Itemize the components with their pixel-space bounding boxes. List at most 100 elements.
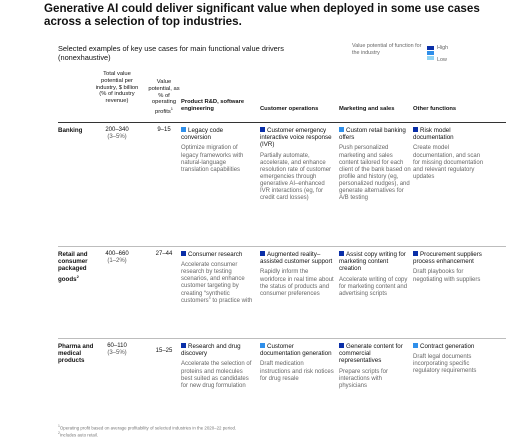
row-total-value: 400–660: [105, 251, 129, 257]
col-head-customer-ops: Customer operations: [260, 106, 330, 113]
cell-title-text: Consumer research: [188, 251, 243, 258]
row-op-banking: 9–15: [157, 127, 171, 133]
cell-title: Augmented reality–assisted customer supp…: [260, 251, 334, 265]
value-level-square: [413, 343, 418, 348]
row-label-retail: Retail and consumer packaged goods2: [58, 251, 96, 283]
page-subtitle: Selected examples of key use cases for m…: [58, 44, 284, 62]
cell-title-text: Generate content for commercial represen…: [339, 343, 403, 365]
footnote-marker: 2: [58, 430, 60, 435]
cell-body: Create model documentation, and scan for…: [413, 145, 484, 180]
cell-title: Consumer research: [181, 251, 253, 258]
value-level-square: [413, 127, 418, 132]
legend-low-label: Low: [437, 57, 447, 63]
footnote-2: 2Includes auto retail.: [58, 431, 498, 438]
cell-pharma-marketing: Generate content for commercial represen…: [339, 343, 411, 390]
cell-body: Partially automate, accelerate, and enha…: [260, 152, 332, 202]
legend-swatch-low: [427, 56, 434, 60]
cell-retail-marketing: Assist copy writing for marketing conten…: [339, 251, 411, 298]
col-head-rd: Product R&D, software engineering: [181, 99, 251, 113]
footnote-marker: 1: [58, 424, 60, 428]
legend-label: Value potential of function for the indu…: [352, 43, 422, 56]
row-label-pharma: Pharma and medical products: [58, 343, 94, 365]
cell-title-text: Research and drug discovery: [181, 343, 241, 358]
cell-body: Draft medication instructions and risk n…: [260, 361, 334, 382]
cell-body: Prepare scripts for interactions with ph…: [339, 368, 389, 389]
cell-body: Rapidly inform the workforce in real tim…: [260, 269, 334, 297]
cell-body: Accelerate the selection of proteins and…: [181, 361, 252, 389]
footnote-text: Operating profit based on average profit…: [59, 425, 237, 431]
value-level-square: [260, 251, 265, 256]
value-level-square: [339, 127, 344, 132]
row-total-pct: (3–5%): [107, 350, 127, 356]
value-level-square: [339, 343, 344, 348]
footnotes: 1Operating profit based on average profi…: [58, 424, 498, 437]
cell-title: Customer documentation generation: [260, 343, 334, 357]
cell-body: Push personalized marketing and sales co…: [339, 145, 411, 202]
cell-pharma-other: Contract generation Draft legal document…: [413, 343, 485, 375]
legend-swatch-mid: [427, 51, 434, 55]
cell-title-text: Assist copy writing for marketing conten…: [339, 251, 406, 273]
cell-title: Research and drug discovery: [181, 343, 253, 357]
cell-pharma-customer-ops: Customer documentation generation Draft …: [260, 343, 334, 383]
row-divider: [58, 338, 506, 339]
cell-banking-other: Risk model documentation Create model do…: [413, 127, 485, 181]
legend-swatch-high: [427, 46, 434, 50]
col-head-customer-ops-text: Customer operations: [260, 106, 319, 112]
cell-title-text: Customer emergency interactive voice res…: [260, 127, 332, 149]
value-level-square: [260, 343, 265, 348]
header-divider: [58, 122, 506, 123]
cell-retail-other: Procurement suppliers process enhancemen…: [413, 251, 485, 284]
cell-title: Custom retail banking offers: [339, 127, 411, 141]
cell-title-text: Risk model documentation: [413, 127, 454, 142]
cell-title: Risk model documentation: [413, 127, 485, 141]
cell-title-text: Customer documentation generation: [260, 343, 332, 358]
cell-body: Draft playbooks for negotiating with sup…: [413, 269, 481, 283]
cell-body: Accelerate consumer research by testing …: [181, 262, 253, 304]
cell-title-text: Legacy code conversion: [181, 127, 224, 142]
row-total-value: 60–110: [107, 343, 127, 349]
col-head-marketing: Marketing and sales: [339, 106, 409, 113]
value-level-square: [181, 127, 186, 132]
row-total-pct: (1–2%): [107, 258, 127, 264]
footnote-ref-1: 1: [170, 106, 174, 112]
cell-retail-rd: Consumer research Accelerate consumer re…: [181, 251, 253, 305]
legend-high-label: High: [437, 45, 449, 51]
cell-title: Contract generation: [413, 343, 485, 350]
page-title: Generative AI could deliver significant …: [44, 2, 480, 28]
value-level-square: [181, 343, 186, 348]
cell-title-text: Contract generation: [420, 343, 475, 350]
cell-body: Accelerate writing of copy for marketing…: [339, 276, 408, 297]
row-total-retail: 400–660 (1–2%): [92, 251, 142, 265]
row-op-pharma: 15–25: [155, 348, 173, 354]
cell-title-text: Procurement suppliers process enhancemen…: [413, 251, 482, 266]
cell-title: Generate content for commercial represen…: [339, 343, 411, 365]
value-level-square: [260, 127, 265, 132]
cell-banking-rd: Legacy code conversion Optimize migratio…: [181, 127, 253, 174]
footnote-1: 1Operating profit based on average profi…: [58, 424, 498, 431]
cell-title: Customer emergency interactive voice res…: [260, 127, 334, 149]
row-divider: [58, 246, 506, 247]
col-head-other: Other functions: [413, 106, 483, 113]
cell-banking-customer-ops: Customer emergency interactive voice res…: [260, 127, 334, 202]
cell-body: Draft legal documents incorporating spec…: [413, 354, 477, 375]
footnote-text: Includes auto retail.: [59, 432, 98, 438]
value-level-square: [181, 251, 186, 256]
col-head-total-value: Total value potential per industry, $ bi…: [95, 71, 139, 105]
row-label-banking: Banking: [58, 127, 83, 134]
value-level-square: [413, 251, 418, 256]
row-op-retail: 27–44: [155, 251, 173, 257]
value-level-square: [339, 251, 344, 256]
cell-title: Assist copy writing for marketing conten…: [339, 251, 411, 273]
row-label-retail-text: Retail and consumer packaged goods: [58, 251, 88, 283]
row-total-value: 200–340: [105, 127, 129, 133]
cell-title: Legacy code conversion: [181, 127, 253, 141]
cell-banking-marketing: Custom retail banking offers Push person…: [339, 127, 411, 202]
col-head-value-potential: Value potential, as % of operating profi…: [146, 79, 182, 116]
row-total-pct: (3–5%): [107, 134, 127, 140]
col-head-other-text: Other functions: [413, 106, 457, 112]
cell-body: Optimize migration of legacy frameworks …: [181, 145, 244, 173]
cell-pharma-rd: Research and drug discovery Accelerate t…: [181, 343, 253, 390]
col-head-marketing-text: Marketing and sales: [339, 106, 395, 112]
cell-retail-customer-ops: Augmented reality–assisted customer supp…: [260, 251, 334, 298]
footnote-ref-2: 2: [76, 273, 79, 279]
